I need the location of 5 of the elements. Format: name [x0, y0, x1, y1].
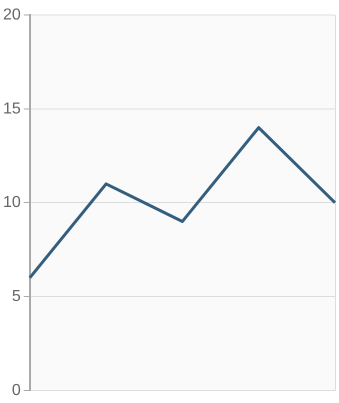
y-tick-label: 5 — [12, 288, 21, 305]
y-tick-label: 10 — [3, 194, 21, 212]
y-tick-label: 0 — [12, 382, 21, 399]
y-tick-label: 15 — [3, 100, 21, 118]
y-tick-label: 20 — [3, 6, 21, 24]
